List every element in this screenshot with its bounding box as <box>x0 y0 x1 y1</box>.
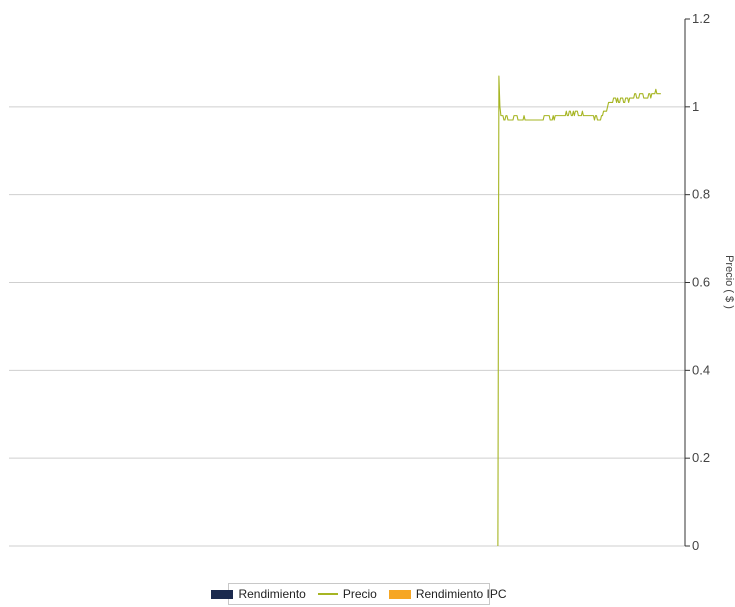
y-tick-label: 0.8 <box>692 187 710 202</box>
legend-label-rendimiento: Rendimiento <box>238 587 306 601</box>
legend-item-rendimiento-ipc[interactable]: Rendimiento IPC <box>388 587 507 601</box>
y-tick-label: 0.4 <box>692 362 710 377</box>
y-tick-label: 0.6 <box>692 275 710 290</box>
y-axis-title: Precio ( $ ) <box>723 255 735 309</box>
legend-swatch-precio <box>317 593 338 595</box>
legend-swatch-rendimiento-ipc <box>388 589 411 599</box>
series-layer <box>497 75 661 547</box>
y-tick-label: 1.2 <box>692 11 710 26</box>
legend-label-rendimiento-ipc: Rendimiento IPC <box>415 587 507 601</box>
y-tick-label: 1 <box>692 99 699 114</box>
legend-item-rendimiento[interactable]: Rendimiento <box>211 587 306 601</box>
legend: Rendimiento Precio Rendimiento IPC <box>211 583 507 605</box>
legend-label-precio: Precio <box>342 587 377 601</box>
y-tick-label: 0.2 <box>692 450 710 465</box>
legend-swatch-rendimiento <box>211 589 234 599</box>
series-line-precio <box>497 75 661 547</box>
legend-item-precio[interactable]: Precio <box>317 587 377 601</box>
y-tick-label: 0 <box>692 538 699 553</box>
y-axis: 1.2 1 0.8 0.6 0.4 0.2 0 <box>684 11 710 553</box>
gridlines <box>9 106 685 547</box>
